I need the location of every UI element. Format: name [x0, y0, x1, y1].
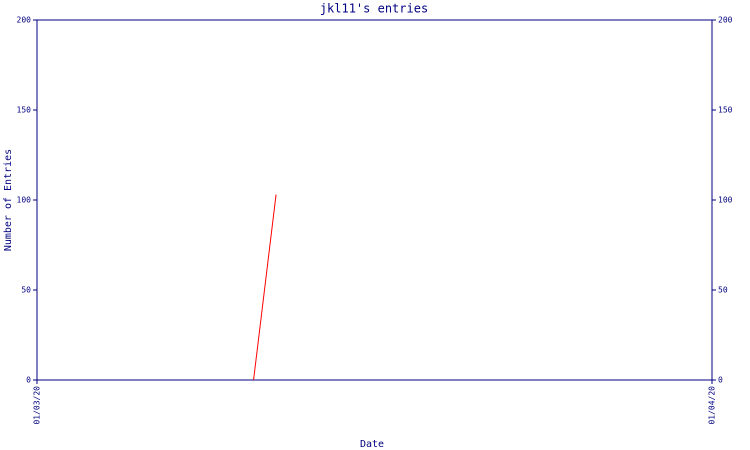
- x-axis-label: Date: [360, 439, 384, 450]
- x-tick-label: 01/03/20: [33, 386, 42, 425]
- y2-tick-label: 150: [718, 106, 733, 115]
- y-tick-label: 200: [17, 16, 32, 25]
- y2-tick-label: 50: [718, 286, 728, 295]
- x-tick-label: 01/04/20: [708, 386, 717, 425]
- y-tick-label: 150: [17, 106, 32, 115]
- y2-tick-label: 200: [718, 16, 733, 25]
- y-tick-label: 0: [26, 376, 31, 385]
- y-tick-label: 50: [21, 286, 31, 295]
- y-axis-label: Number of Entries: [3, 149, 14, 251]
- y-tick-label: 100: [17, 196, 32, 205]
- chart-title: jkl11's entries: [320, 2, 428, 16]
- y2-tick-label: 0: [718, 376, 723, 385]
- data-line: [253, 194, 277, 381]
- plot-frame: [36, 19, 713, 381]
- y2-tick-label: 100: [718, 196, 733, 205]
